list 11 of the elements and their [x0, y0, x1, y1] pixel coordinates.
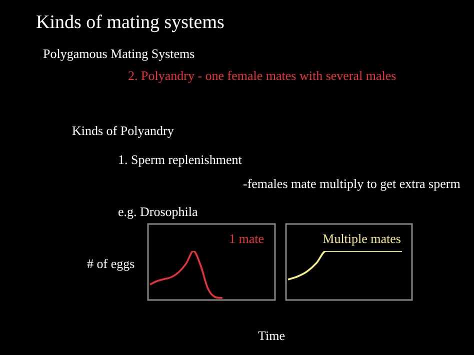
y-axis-title: # of eggs [87, 256, 135, 272]
text: Kinds of Polyandry [72, 123, 174, 139]
text: 1 mate [228, 230, 264, 246]
text: 2. Polyandry - one female mates with several males [128, 68, 396, 84]
chart-title: Kinds of mating systems [36, 12, 224, 34]
x-axis-title: Time [258, 328, 285, 344]
text: -females mate multiply to get extra sperm [243, 176, 460, 192]
text: Polygamous Mating Systems [43, 46, 195, 62]
text: e.g. Drosophila [118, 204, 198, 220]
text: 1. Sperm replenishment [118, 152, 242, 168]
series-label: Multiple mates [322, 230, 401, 246]
